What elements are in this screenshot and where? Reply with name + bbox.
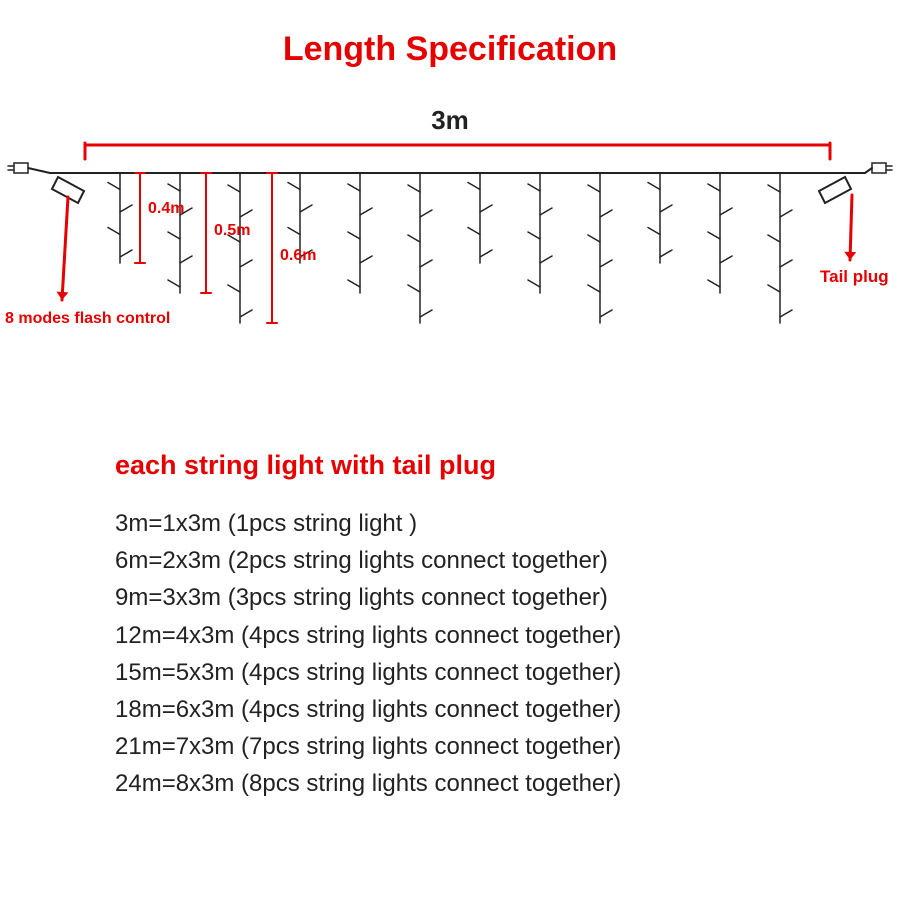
spec-item: 12m=4x3m (4pcs string lights connect tog… [115, 617, 621, 654]
page-title: Length Specification [0, 30, 900, 69]
spec-item: 9m=3x3m (3pcs string lights connect toge… [115, 579, 621, 616]
diagram-svg: 0.4m 0.5m 0.6m [0, 105, 900, 385]
spec-item: 6m=2x3m (2pcs string lights connect toge… [115, 542, 621, 579]
spec-list: 3m=1x3m (1pcs string light )6m=2x3m (2pc… [115, 505, 621, 803]
length-diagram: 3m 0.4m0.5m0.6m 8 modes flash control Ta… [0, 105, 900, 385]
svg-text:0.6m: 0.6m [280, 247, 316, 264]
spec-item: 15m=5x3m (4pcs string lights connect tog… [115, 654, 621, 691]
flash-control-label: 8 modes flash control [5, 310, 170, 328]
spec-item: 24m=8x3m (8pcs string lights connect tog… [115, 765, 621, 802]
svg-text:0.4m: 0.4m [148, 200, 184, 217]
spec-item: 21m=7x3m (7pcs string lights connect tog… [115, 728, 621, 765]
subheading: each string light with tail plug [115, 450, 496, 481]
svg-text:0.5m: 0.5m [214, 222, 250, 239]
spec-item: 18m=6x3m (4pcs string lights connect tog… [115, 691, 621, 728]
spec-item: 3m=1x3m (1pcs string light ) [115, 505, 621, 542]
tail-plug-label: Tail plug [820, 267, 889, 287]
